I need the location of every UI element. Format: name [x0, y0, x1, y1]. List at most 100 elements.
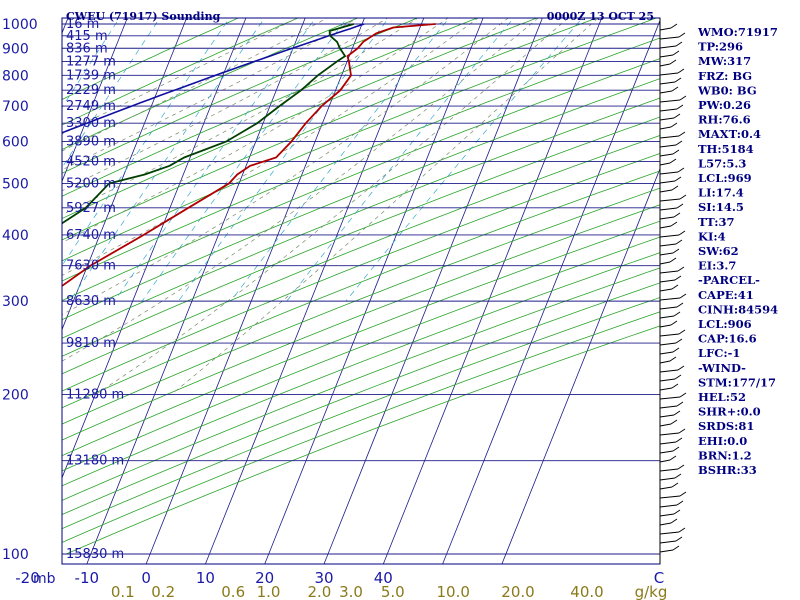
wind-barb — [659, 117, 675, 121]
pressure-tick-label: 800 — [2, 68, 29, 84]
sounding-index-item: STM:177/17 — [698, 375, 776, 389]
isotherm-line — [145, 18, 365, 564]
wind-barb-flag — [675, 140, 683, 146]
wind-barb-flag — [677, 167, 685, 173]
mixing-ratio-label: 3.0 — [339, 583, 363, 600]
pressure-tick-label: 300 — [2, 294, 29, 310]
sounding-index-item: WB0: BG — [697, 83, 757, 97]
sounding-index-item: TH:5184 — [698, 142, 754, 156]
sounding-index-item: L57:5.3 — [698, 156, 746, 170]
sounding-index-item: PW:0.26 — [698, 98, 751, 112]
wind-barb-flag — [671, 383, 679, 389]
dry-adiabat-line — [62, 170, 660, 409]
wind-barb — [659, 387, 673, 391]
isotherm-line — [62, 18, 247, 479]
temperature-tick-label: 30 — [314, 569, 333, 587]
sounding-index-item: KI:4 — [698, 229, 726, 243]
mixing-ratio-label: 40.0 — [570, 583, 603, 600]
wind-barb — [659, 459, 671, 463]
temperature-tick-label: 20 — [255, 569, 274, 587]
wind-barb-flag — [672, 347, 680, 353]
height-level-label: 5927 m — [66, 201, 116, 216]
wind-barb — [659, 333, 680, 337]
dry-adiabat-line — [62, 220, 660, 457]
wind-barb-flag — [670, 419, 678, 425]
isotherm-line — [62, 18, 187, 331]
sounding-index-item: CAP:16.6 — [698, 332, 757, 346]
wind-barb-flag — [677, 266, 685, 272]
wind-barb — [659, 81, 676, 85]
sounding-index-item: EHI:0.0 — [698, 434, 747, 448]
wind-barb-flag — [670, 23, 678, 29]
pressure-tick-label: 1000 — [2, 17, 38, 33]
wind-barb — [659, 261, 671, 265]
wind-barb-flag — [674, 77, 682, 83]
wind-barb — [659, 153, 674, 157]
height-level-label: 6740 m — [66, 228, 116, 243]
sounding-index-item: SI:14.5 — [698, 200, 744, 214]
wind-barb-flag — [669, 356, 677, 362]
wind-barb-flag — [679, 95, 687, 101]
wind-barb-flag — [679, 194, 687, 200]
sounding-index-item: RH:76.6 — [698, 113, 751, 127]
wind-barb-flag — [674, 275, 682, 281]
wind-barb — [659, 99, 681, 103]
wind-barb-flag — [672, 149, 680, 155]
dry-adiabat-line — [62, 311, 660, 543]
dry-adiabat-line — [62, 18, 240, 100]
wind-barb — [659, 45, 677, 49]
sounding-index-item: LCL:906 — [698, 317, 752, 331]
wind-barb — [659, 495, 681, 499]
temperature-tick-label: -20 — [15, 569, 40, 587]
wind-barb — [659, 207, 678, 211]
chart-datetime: 0000Z 13 OCT 25 — [547, 10, 654, 23]
dry-adiabat-line — [62, 135, 660, 375]
wind-barb — [659, 27, 672, 31]
wind-barb — [659, 549, 674, 553]
mixing-ratio-label: 0.6 — [221, 583, 245, 600]
moist-adiabat-line — [62, 18, 359, 171]
chart-grid — [62, 18, 660, 564]
wind-barb — [659, 108, 678, 112]
wind-barb-flag — [679, 491, 687, 497]
mixing-ratio-line — [114, 18, 317, 302]
wind-barb-flag — [671, 185, 679, 191]
dry-adiabat-line — [62, 18, 419, 174]
dry-adiabat-line — [62, 18, 598, 241]
wind-barb-flag — [678, 230, 686, 236]
height-level-label: 4520 m — [66, 155, 116, 170]
temperature-profile-line — [62, 23, 436, 288]
height-level-label: 5200 m — [66, 177, 116, 192]
parcel-trace-line — [62, 23, 365, 134]
mixing-ratio-line — [345, 18, 583, 302]
wind-barb — [659, 540, 677, 544]
sounding-index-item: LI:17.4 — [698, 186, 744, 200]
dry-adiabat-line — [62, 282, 660, 516]
dry-adiabat-line — [62, 116, 660, 357]
wind-barb-flag — [676, 500, 684, 506]
height-level-label: 836 m — [66, 41, 108, 56]
dry-adiabat-line — [62, 297, 660, 530]
wind-barb — [659, 531, 680, 535]
moist-adiabat-line — [62, 18, 479, 276]
wind-barb-flag — [679, 392, 687, 398]
wind-barb-flag — [669, 455, 677, 461]
isotherm-line — [205, 18, 425, 564]
sounding-index-item: EI:3.7 — [698, 259, 736, 273]
wind-barb-flag — [678, 131, 686, 137]
wind-barb — [659, 90, 673, 94]
wind-barb-flag — [678, 329, 686, 335]
pressure-tick-label: 900 — [2, 41, 29, 57]
mixing-ratio-label: 5.0 — [381, 583, 405, 600]
wind-barb — [659, 162, 671, 166]
wind-barb-flag — [672, 50, 680, 56]
wind-barb — [659, 486, 673, 490]
mixing-ratio-unit-label: g/kg — [635, 583, 668, 600]
wind-barb — [659, 423, 672, 427]
wind-barb — [659, 477, 676, 481]
wind-barb — [659, 171, 679, 175]
pressure-tick-label: 700 — [2, 99, 29, 115]
mixing-ratio-line — [230, 18, 450, 302]
